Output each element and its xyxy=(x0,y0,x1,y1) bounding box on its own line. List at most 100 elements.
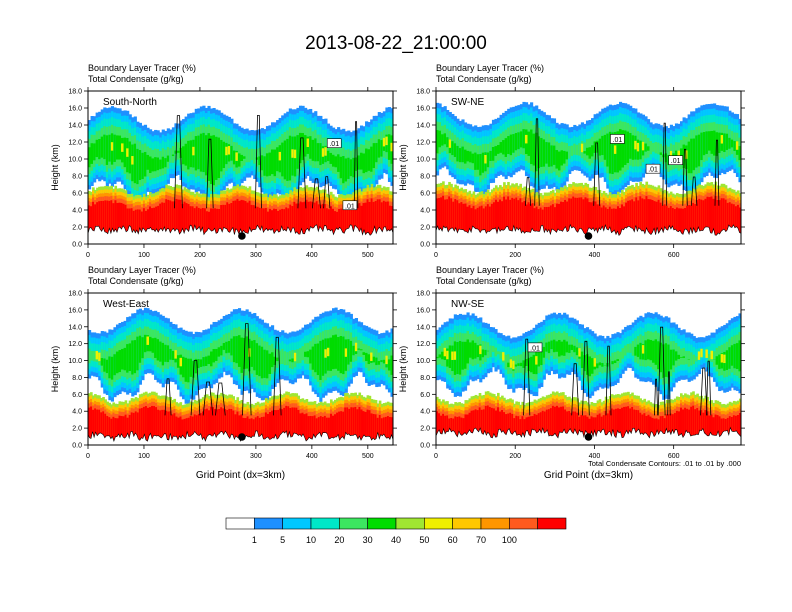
tracer-cell xyxy=(88,190,91,198)
tracer-cell xyxy=(98,398,101,403)
tracer-cell xyxy=(228,203,231,244)
tracer-cell xyxy=(576,186,579,191)
tracer-cell xyxy=(161,398,164,403)
tracer-cell xyxy=(478,396,482,400)
tracer-cell xyxy=(472,399,476,403)
tracer-cell xyxy=(144,210,148,244)
tracer-cell xyxy=(390,191,393,199)
tracer-cell xyxy=(631,199,634,244)
condensate-cell xyxy=(169,148,173,163)
tracer-cell xyxy=(521,202,525,244)
tracer-cell xyxy=(169,411,172,445)
condensate-cell xyxy=(512,134,516,153)
tracer-cell xyxy=(462,192,466,197)
condensate-cell xyxy=(436,348,440,365)
tracer-cell xyxy=(260,406,264,410)
condensate-cell xyxy=(644,143,648,152)
condensate-contour xyxy=(174,115,183,209)
condensate-cell xyxy=(194,136,198,171)
tracer-cell xyxy=(452,407,455,411)
tracer-cell xyxy=(673,209,677,244)
tracer-cell xyxy=(289,193,292,197)
condensate-cell xyxy=(220,345,224,356)
condensate-cell xyxy=(202,357,206,367)
tracer-cell xyxy=(149,407,152,445)
condensate-cell xyxy=(728,347,732,369)
condensate-cell xyxy=(291,358,295,363)
condensate-cell xyxy=(733,343,737,369)
tracer-cell xyxy=(212,208,215,244)
tracer-cell xyxy=(323,204,327,244)
x-tick-label: 300 xyxy=(250,453,262,460)
condensate-cell xyxy=(735,141,740,150)
tracer-cell xyxy=(291,396,294,400)
condensate-cell xyxy=(372,356,376,363)
tracer-cell xyxy=(663,204,667,244)
condensate-cell xyxy=(458,340,463,375)
tracer-cell xyxy=(98,409,101,445)
header-line-2: Total Condensate (g/kg) xyxy=(88,74,184,84)
tracer-cell xyxy=(612,197,616,201)
tracer-cell xyxy=(342,400,345,405)
condensate-cell xyxy=(169,348,173,360)
condensate-cell xyxy=(578,143,582,156)
tracer-cell xyxy=(250,204,254,244)
tracer-cell xyxy=(470,410,474,445)
tracer-cell xyxy=(252,205,256,244)
condensate-cell xyxy=(469,151,473,163)
condensate-cell xyxy=(563,150,567,164)
tracer-cell xyxy=(505,199,508,244)
condensate-cell xyxy=(524,358,529,367)
tracer-cell xyxy=(266,211,270,244)
condensate-cell xyxy=(606,133,610,167)
tracer-cell xyxy=(608,206,612,244)
tracer-cell xyxy=(348,197,351,202)
condensate-cell xyxy=(639,140,643,160)
condensate-cell xyxy=(720,354,724,363)
tracer-cell xyxy=(254,406,258,410)
tracer-cell xyxy=(354,406,357,445)
condensate-cell xyxy=(194,358,198,374)
condensate-cell xyxy=(253,340,257,371)
condensate-cell xyxy=(128,343,132,372)
condensate-cell xyxy=(217,137,221,179)
tracer-cell xyxy=(287,208,290,244)
tracer-cell xyxy=(126,406,130,411)
condensate-cell xyxy=(100,136,104,158)
condensate-cell xyxy=(646,339,651,360)
tracer-cell xyxy=(728,202,732,244)
tracer-cell xyxy=(248,189,252,194)
tracer-cell xyxy=(289,393,292,401)
tracer-cell xyxy=(602,205,606,244)
tracer-cell xyxy=(163,409,166,445)
tracer-cell xyxy=(390,194,393,199)
tracer-cell xyxy=(94,204,97,244)
tracer-cell xyxy=(513,184,516,192)
tracer-cell xyxy=(151,394,154,399)
x-axis-label: Grid Point (dx=3km) xyxy=(196,470,285,481)
tracer-cell xyxy=(313,202,317,244)
x-tick-label: 200 xyxy=(194,453,206,460)
tracer-cell xyxy=(228,189,231,197)
tracer-cell xyxy=(356,409,360,445)
condensate-cell xyxy=(133,340,137,374)
tracer-cell xyxy=(438,413,441,445)
condensate-cell xyxy=(580,143,585,153)
tracer-cell xyxy=(368,201,372,244)
tracer-cell xyxy=(214,197,217,201)
condensate-cell xyxy=(494,347,498,357)
tracer-cell xyxy=(610,197,614,202)
tracer-cell xyxy=(354,204,357,244)
tracer-cell xyxy=(289,396,292,401)
tracer-cell xyxy=(478,407,482,445)
tracer-cell xyxy=(340,208,343,244)
condensate-cell xyxy=(225,341,229,354)
condensate-cell xyxy=(504,138,508,157)
tracer-cell xyxy=(271,399,274,404)
condensate-cell xyxy=(365,352,369,361)
condensate-cell xyxy=(357,348,361,350)
plot-area: .01.01 xyxy=(88,91,393,244)
tracer-cell xyxy=(279,198,282,203)
tracer-cell xyxy=(446,188,449,192)
